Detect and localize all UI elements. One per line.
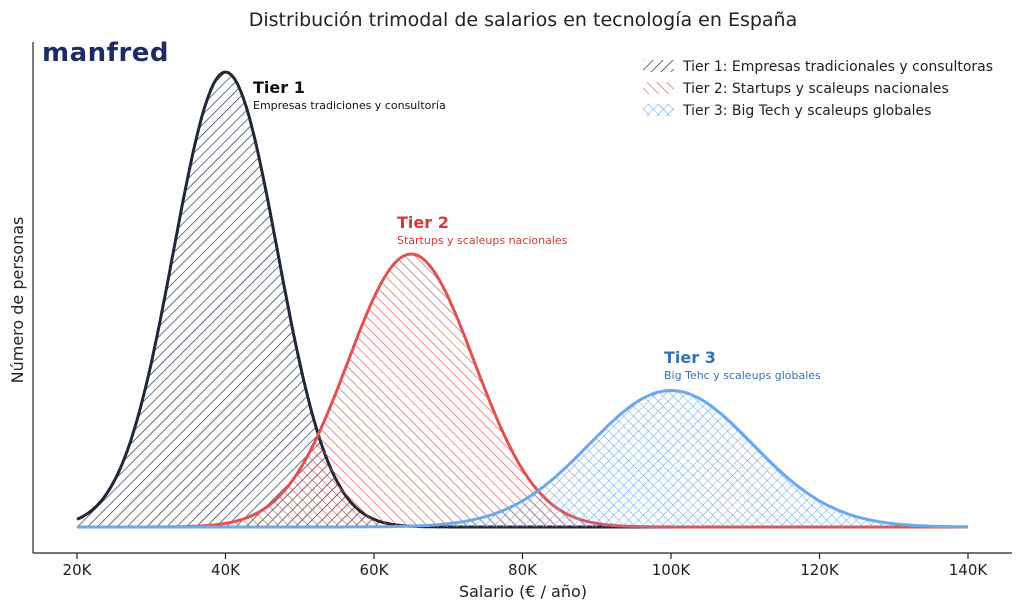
x-tick-label: 20K (63, 561, 93, 579)
x-tick-label: 140K (949, 561, 989, 579)
manfred-logo: manfred (42, 38, 169, 68)
series-annotations: Tier 1 Empresas tradiciones y consultoría… (253, 78, 821, 382)
legend-swatch-1 (643, 60, 674, 72)
x-axis-label: Salario (€ / año) (459, 582, 587, 601)
legend-label-2: Tier 2: Startups y scaleups nacionales (682, 81, 949, 97)
series-area-1 (77, 72, 968, 527)
x-tick-label: 120K (800, 561, 840, 579)
x-ticks: 20K 40K 60K 80K 100K 120K 140K (63, 553, 989, 579)
legend: Tier 1: Empresas tradicionales y consult… (643, 59, 993, 119)
series-area-3 (77, 390, 968, 527)
legend-label-1: Tier 1: Empresas tradicionales y consult… (682, 59, 993, 75)
x-tick-label: 40K (211, 561, 241, 579)
x-tick-label: 100K (652, 561, 692, 579)
series-line-3 (77, 388, 968, 529)
brand-name: manfred (42, 38, 170, 68)
series-areas (76, 70, 968, 529)
x-tick-label: 80K (508, 561, 538, 579)
annotation-subtitle-2: Startups y scaleups nacionales (397, 234, 568, 247)
annotation-title-2: Tier 2 (397, 213, 449, 232)
chart-title: Distribución trimodal de salarios en tec… (249, 9, 798, 31)
annotation-title-3: Tier 3 (664, 348, 716, 367)
annotation-subtitle-1: Empresas tradiciones y consultoría (253, 99, 446, 112)
legend-swatch-2 (643, 82, 674, 94)
legend-swatch-3 (643, 104, 674, 116)
annotation-title-1: Tier 1 (253, 78, 305, 97)
y-axis-label: Número de personas (8, 217, 27, 384)
series-area-2 (77, 254, 968, 527)
annotation-subtitle-3: Big Tehc y scaleups globales (664, 369, 821, 382)
x-tick-label: 60K (360, 561, 390, 579)
legend-label-3: Tier 3: Big Tech y scaleups globales (682, 103, 931, 119)
